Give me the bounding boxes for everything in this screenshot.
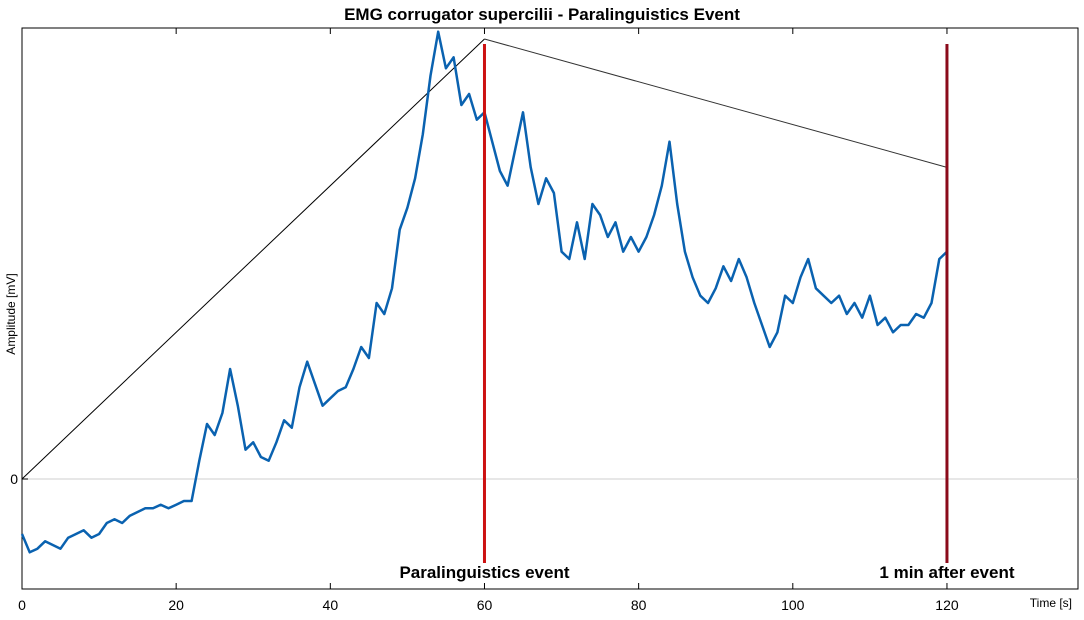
x-axis-label: Time [s] <box>1030 596 1072 610</box>
x-tick-label: 40 <box>323 597 339 613</box>
guide-line-1 <box>21 38 485 480</box>
x-tick-label: 100 <box>781 597 805 613</box>
event-label: 1 min after event <box>879 563 1014 582</box>
x-tick-label: 0 <box>18 597 26 613</box>
y-axis-label: Amplitude [mV] <box>4 273 18 354</box>
x-tick-label: 60 <box>477 597 493 613</box>
plot-area: 0 20 40 60 80 100 120 0 Paralinguistics event 1 m… <box>10 27 1079 613</box>
guide-line-2 <box>484 38 948 168</box>
y-tick-label: 0 <box>10 471 18 487</box>
plot-frame <box>21 27 1079 590</box>
x-tick-label: 80 <box>631 597 647 613</box>
chart-title: EMG corrugator supercilii - Paralinguist… <box>344 5 740 24</box>
event-label: Paralinguistics event <box>399 563 569 582</box>
x-tick-label: 120 <box>935 597 959 613</box>
x-tick-label: 20 <box>168 597 184 613</box>
